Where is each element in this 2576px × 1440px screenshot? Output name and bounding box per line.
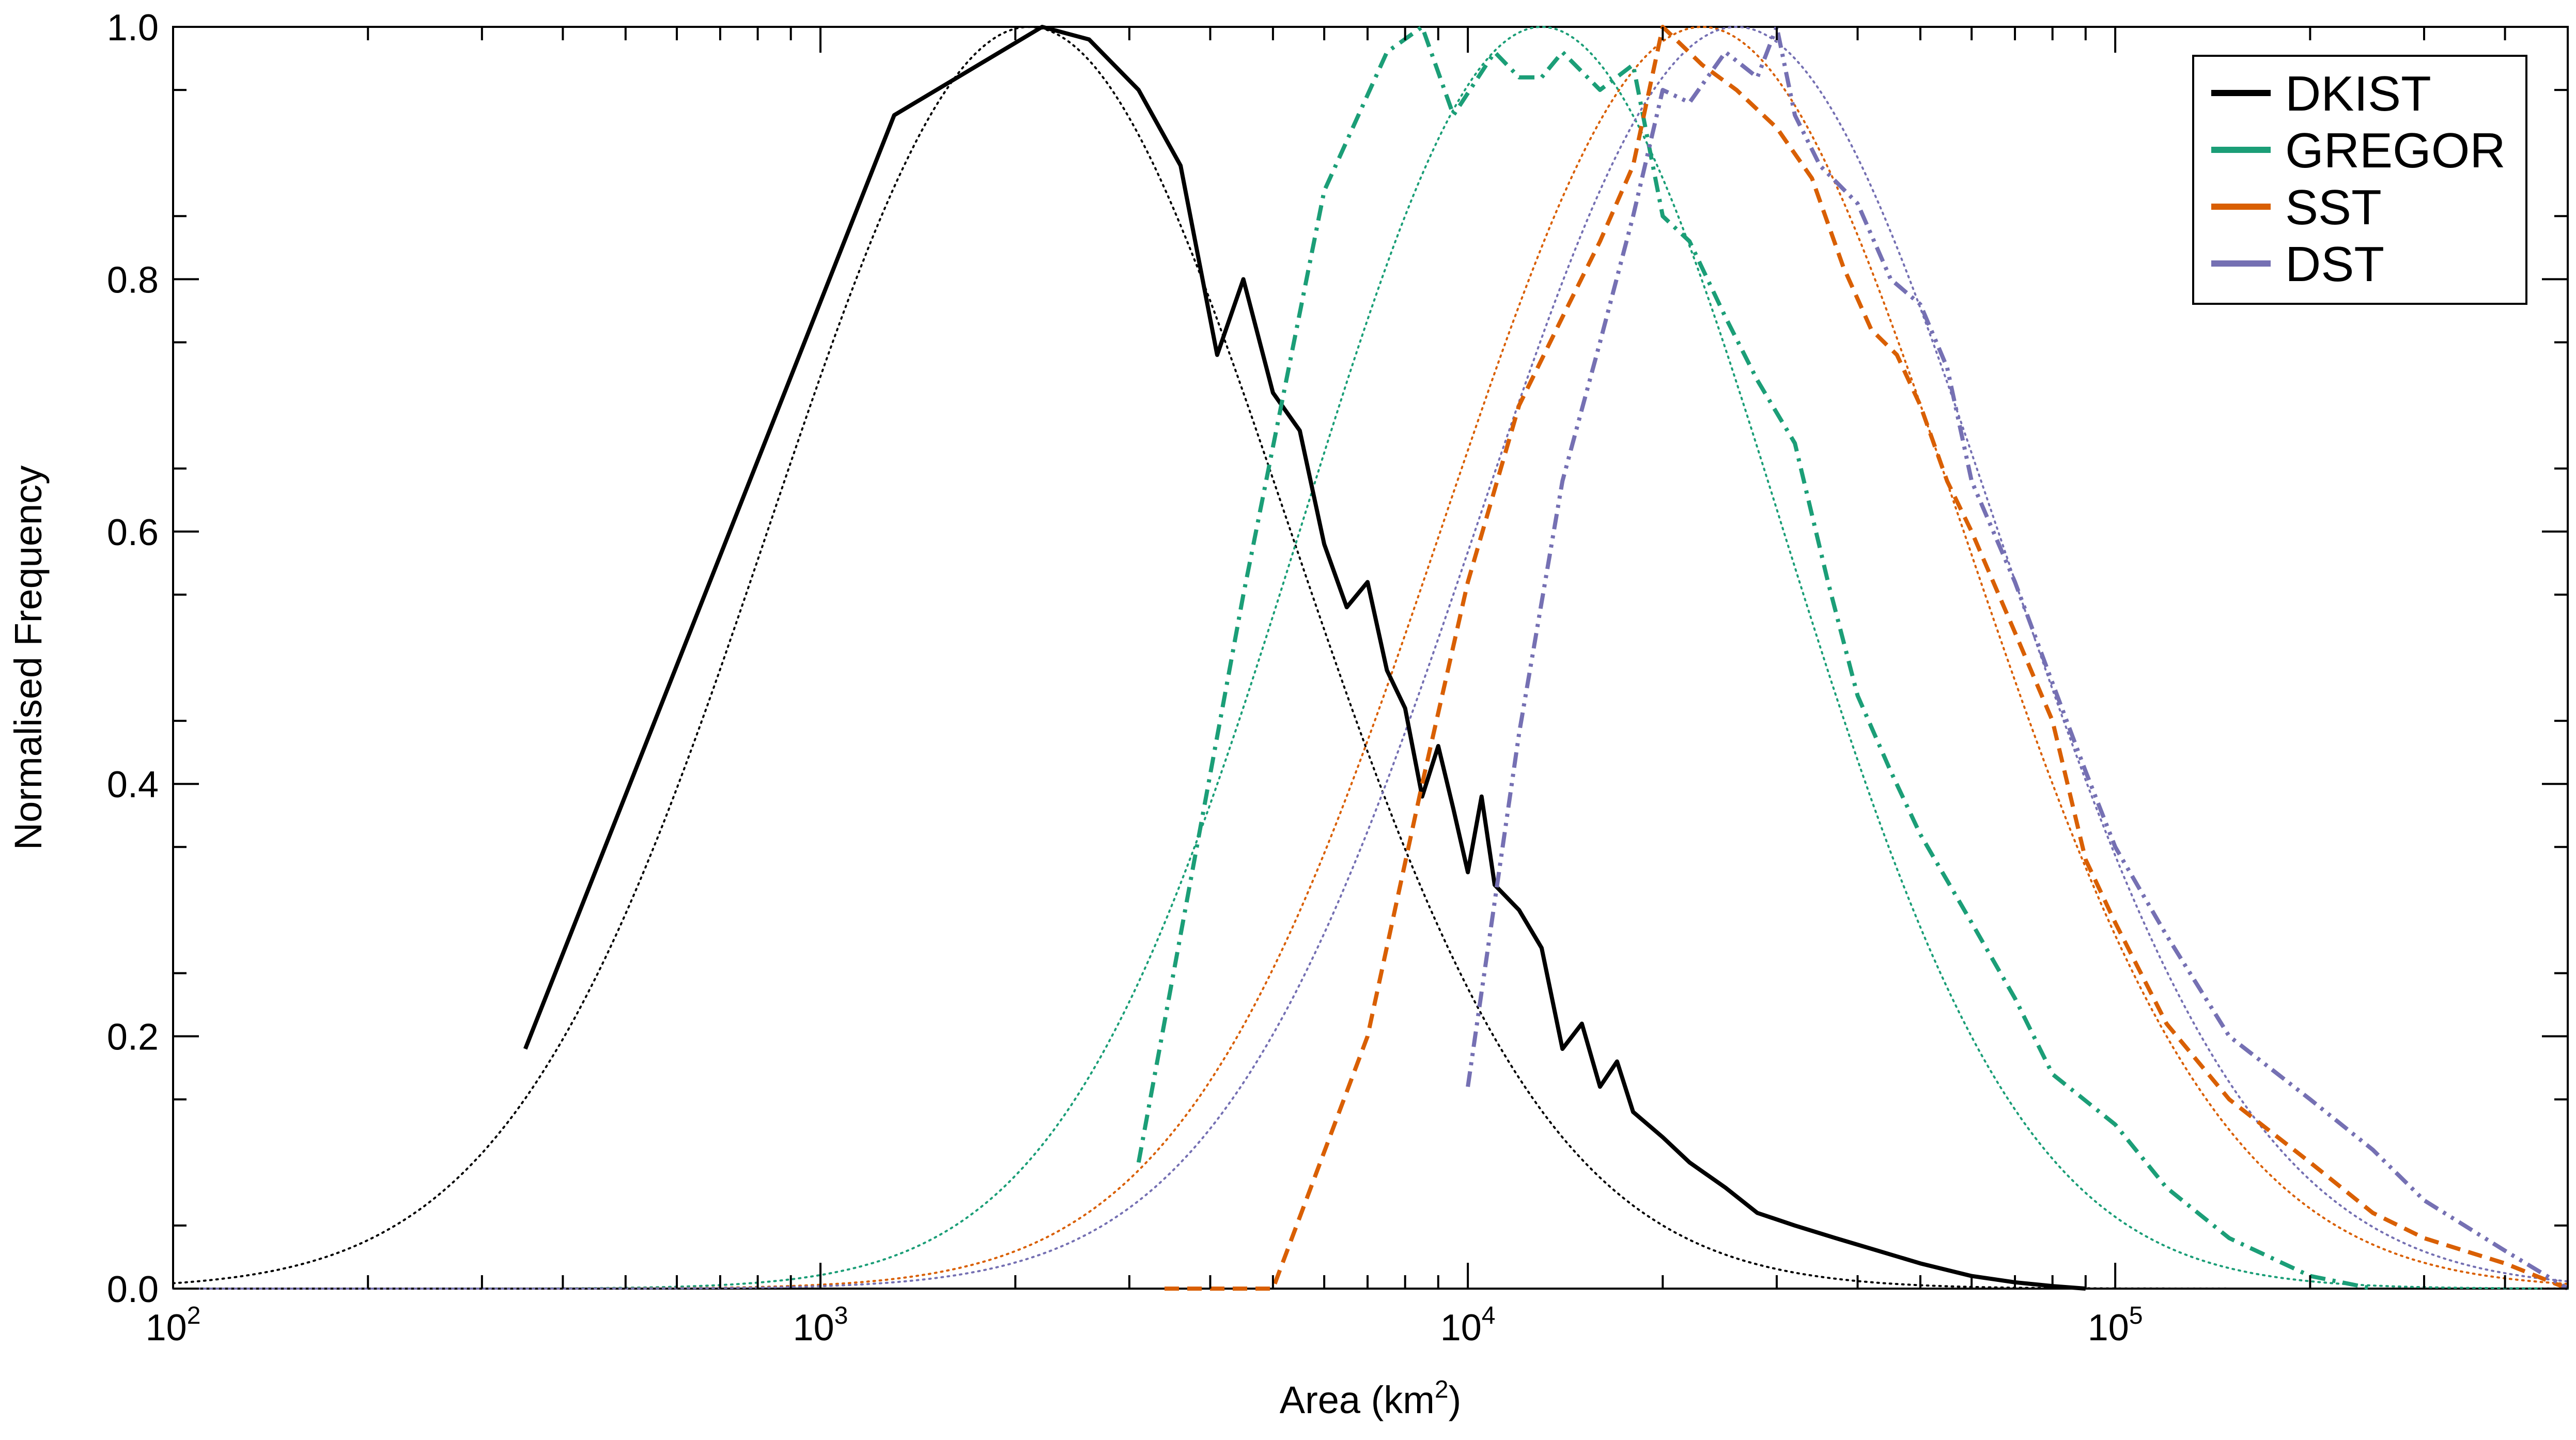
- plot-area: [172, 26, 2569, 1290]
- x-axis-title: Area (km2): [1280, 1376, 1462, 1421]
- x-tick-label: 105: [2088, 1302, 2143, 1349]
- series-line-gregor: [1136, 25, 2373, 1291]
- y-axis-title: Normalised Frequency: [7, 466, 50, 850]
- legend-label: SST: [2285, 180, 2382, 235]
- x-tick-label: 102: [146, 1302, 201, 1349]
- plot-frame: [172, 26, 2569, 1290]
- y-tick-label: 0.6: [107, 512, 159, 553]
- y-axis: 0.0 0.2 0.4 0.6 0.8 1.0: [107, 7, 2568, 1310]
- x-tick-label: 103: [793, 1302, 848, 1349]
- y-tick-label: 0.4: [107, 764, 159, 806]
- series-line-sst: [1165, 25, 2569, 1291]
- data-series: [523, 25, 2569, 1291]
- y-tick-label: 0.8: [107, 259, 159, 301]
- legend-label: DKIST: [2285, 66, 2431, 121]
- x-axis: 102 103 104 105: [146, 27, 2569, 1349]
- series-line-dkist: [523, 25, 2086, 1291]
- y-tick-label: 1.0: [107, 7, 159, 49]
- fit-curve: [172, 25, 2569, 1290]
- legend-label: GREGOR: [2285, 123, 2506, 178]
- fit-curve: [172, 25, 2569, 1290]
- y-tick-label: 0.2: [107, 1017, 159, 1058]
- fit-curves: [172, 25, 2569, 1290]
- x-tick-label: 104: [1440, 1302, 1496, 1349]
- series-line-dst: [1466, 25, 2569, 1291]
- legend-label: DST: [2285, 237, 2384, 292]
- y-tick-label: 0.0: [107, 1269, 159, 1310]
